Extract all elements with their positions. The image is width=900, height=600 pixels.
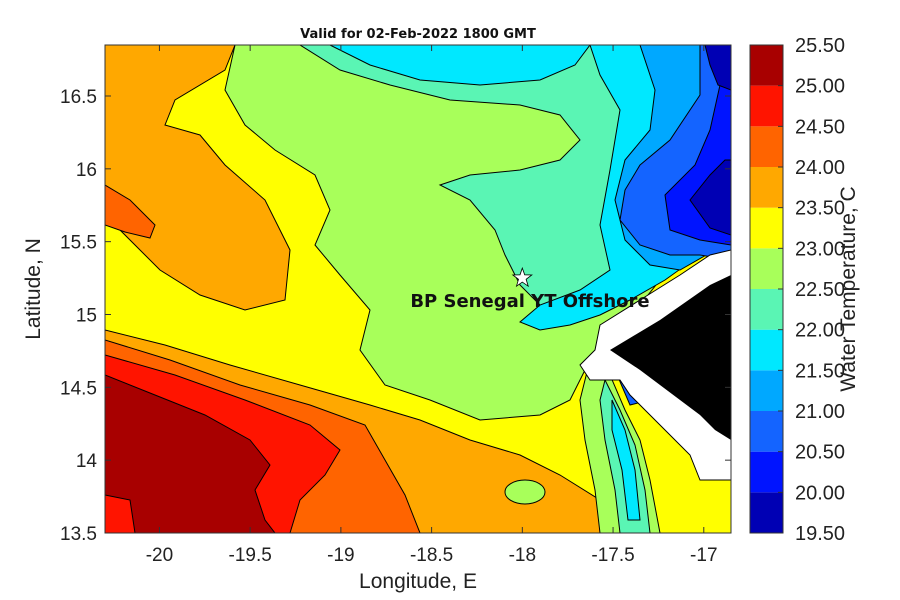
colorbar-tick-label: 22.50 — [795, 279, 845, 301]
colorbar-swatch — [750, 248, 783, 289]
y-tick-label: 15.5 — [60, 233, 97, 254]
region-navy-east — [689, 159, 731, 236]
colorbar-swatch — [750, 451, 783, 493]
colorbar-tick-label: 23.00 — [795, 238, 845, 260]
y-tick-label: 16.5 — [60, 87, 97, 108]
colorbar-tick-label: 21.00 — [795, 401, 845, 423]
colorbar-swatch — [750, 126, 783, 167]
x-tick-label: -18.5 — [410, 545, 453, 566]
colorbar-label: Water Temperature, C — [837, 186, 860, 391]
map-title: Valid for 02-Feb-2022 1800 GMT — [300, 27, 536, 42]
colorbar-swatch — [750, 85, 783, 127]
y-axis-label: Latitude, N — [22, 238, 45, 340]
x-tick-label: -17 — [690, 545, 717, 566]
region-land — [610, 275, 731, 440]
y-tick-label: 13.5 — [60, 524, 97, 545]
region-darkorange-west — [105, 184, 156, 239]
colorbar-swatch — [750, 167, 783, 208]
region-orange-northwest — [105, 45, 291, 311]
region-cyan-south-coast — [611, 399, 641, 521]
colorbar-tick-label: 19.50 — [795, 523, 845, 545]
region-green-spot — [504, 479, 546, 505]
y-tick-label: 14.5 — [60, 378, 97, 399]
colorbar-swatch — [750, 207, 783, 249]
colorbar-tick-label: 20.00 — [795, 482, 845, 504]
site-star-icon — [511, 266, 533, 288]
x-axis-label: Longitude, E — [359, 570, 477, 593]
colorbar-tick-label: 25.00 — [795, 76, 845, 98]
colorbar-tick-label: 21.50 — [795, 360, 845, 382]
region-navy-northeast — [704, 45, 731, 91]
x-tick-label: -17.5 — [591, 545, 634, 566]
region-darkred-south — [105, 374, 276, 533]
colorbar-tick-label: 23.50 — [795, 198, 845, 220]
y-axis-ticks: 13.5 14 14.5 15 15.5 16 16.5 — [60, 87, 731, 545]
colorbar-swatch — [750, 45, 783, 86]
colorbar-swatch — [750, 411, 783, 452]
y-tick-label: 14 — [76, 451, 98, 472]
map-plot-area — [105, 45, 731, 533]
x-tick-label: -18 — [509, 545, 536, 566]
x-tick-label: -20 — [146, 545, 173, 566]
x-axis-ticks: -20 -19.5 -19 -18.5 -18 -17.5 -17 — [146, 45, 718, 566]
x-tick-label: -19.5 — [229, 545, 272, 566]
map-frame — [104, 44, 732, 534]
site-marker: BP Senegal YT Offshore — [410, 266, 650, 312]
colorbar-tick-label: 20.50 — [795, 442, 845, 464]
colorbar-tick-label: 24.00 — [795, 157, 845, 179]
colorbar-swatch — [750, 492, 783, 533]
region-cyan-north — [329, 45, 591, 86]
site-label: BP Senegal YT Offshore — [410, 291, 649, 312]
colorbar-tick-label: 25.50 — [795, 35, 845, 57]
y-tick-label: 15 — [76, 305, 97, 326]
colorbar-tick-label: 22.00 — [795, 320, 845, 342]
colorbar-tick-label: 24.50 — [795, 116, 845, 138]
x-tick-label: -19 — [327, 545, 354, 566]
y-tick-label: 16 — [76, 160, 97, 181]
colorbar-swatch — [750, 329, 783, 371]
colorbar-swatch — [750, 370, 783, 411]
colorbar: 19.50 20.00 20.50 21.00 21.50 22.00 22.50 23.00… — [749, 35, 845, 545]
colorbar-swatch — [750, 289, 783, 330]
